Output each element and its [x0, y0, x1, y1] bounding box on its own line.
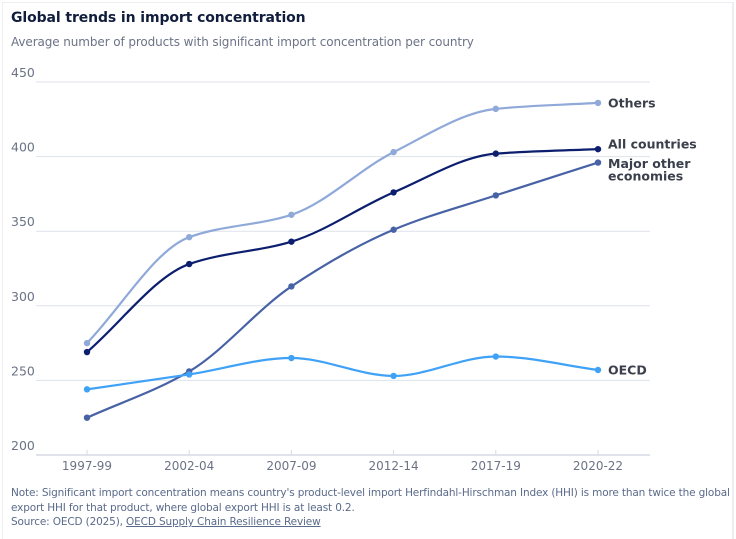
data-point[interactable] — [288, 283, 295, 290]
data-point[interactable] — [83, 386, 91, 393]
series-label-all-countries: All countries — [608, 137, 697, 152]
source-line: Source: OECD (2025), OECD Supply Chain R… — [11, 515, 736, 530]
data-point[interactable] — [390, 148, 397, 156]
data-point[interactable] — [492, 192, 499, 199]
series-others — [83, 99, 602, 347]
data-point[interactable] — [83, 414, 91, 421]
y-tick-label: 450 — [11, 65, 35, 80]
note-text: Note: Significant import concentration m… — [11, 487, 730, 514]
x-axis: 1997-99 2002-04 2007-09 2012-14 2017-19 2020-… — [62, 450, 623, 473]
series-all-countries — [83, 145, 602, 356]
x-tick-label: 2017-19 — [471, 459, 521, 473]
x-tick-label: 2012-14 — [369, 459, 419, 473]
data-point[interactable] — [492, 150, 499, 157]
series-label-major-other-economies: economies — [608, 169, 683, 184]
source-link[interactable]: OECD Supply Chain Resilience Review — [126, 516, 321, 528]
series-oecd — [83, 353, 602, 393]
x-tick-label: 1997-99 — [62, 459, 112, 473]
data-point[interactable] — [83, 348, 91, 356]
chart-subtitle: Average number of products with signific… — [11, 35, 474, 49]
series-major-other-economies — [83, 159, 602, 421]
series-line-all-countries — [85, 148, 600, 354]
x-tick-label: 2002-04 — [164, 459, 214, 473]
data-point[interactable] — [594, 99, 602, 107]
series-label-major-other-economies: Major other — [608, 156, 691, 171]
series-line-others — [85, 101, 600, 345]
y-tick-label: 350 — [11, 214, 35, 229]
y-tick-label: 300 — [11, 289, 35, 304]
line-chart: 200 250 300 350 400 450 1997-99 2002-04 2007-09… — [11, 65, 697, 473]
data-point[interactable] — [186, 233, 193, 241]
data-point[interactable] — [186, 260, 193, 268]
y-tick-label: 250 — [11, 363, 35, 378]
series-line-oecd — [85, 355, 600, 391]
gridlines — [36, 81, 650, 456]
data-point[interactable] — [492, 105, 499, 113]
footnote: Note: Significant import concentration m… — [11, 486, 736, 530]
data-point[interactable] — [492, 353, 499, 360]
y-tick-label: 400 — [11, 140, 35, 155]
x-tick-label: 2020-22 — [573, 459, 623, 473]
y-tick-label: 200 — [11, 438, 35, 453]
data-point[interactable] — [390, 226, 397, 233]
chart-title: Global trends in import concentration — [11, 10, 306, 26]
y-axis-ticks: 200 250 300 350 400 450 — [11, 65, 35, 453]
data-point[interactable] — [594, 366, 602, 374]
series-line-major-other-economies — [85, 161, 600, 419]
series-label-oecd: OECD — [608, 362, 647, 377]
data-point[interactable] — [390, 372, 397, 380]
data-point[interactable] — [83, 339, 91, 347]
data-point[interactable] — [186, 371, 193, 378]
x-tick-label: 2007-09 — [266, 459, 316, 473]
series-label-others: Others — [608, 95, 656, 110]
data-point[interactable] — [288, 238, 295, 245]
series-lines — [83, 99, 602, 421]
data-point[interactable] — [390, 189, 397, 196]
data-point[interactable] — [594, 159, 602, 166]
source-prefix: Source: OECD (2025), — [11, 516, 127, 528]
data-point[interactable] — [594, 145, 602, 153]
data-point[interactable] — [288, 211, 295, 218]
data-point[interactable] — [288, 354, 295, 362]
